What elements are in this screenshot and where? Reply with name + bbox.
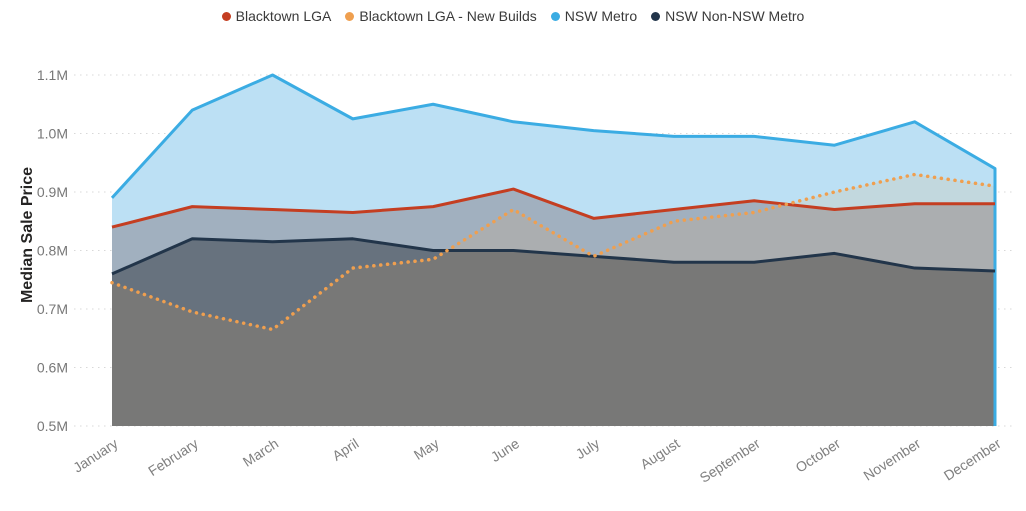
x-tick-label: September [697,435,763,486]
y-tick-label: 0.9M [37,184,68,200]
y-tick-label: 0.8M [37,243,68,259]
x-tick-label: January [70,435,120,476]
legend-swatch-nsw-metro [550,11,560,21]
y-axis-tick-labels: 0.5M 0.6M 0.7M 0.8M 0.9M 1.0M 1.1M [37,67,68,434]
legend-item-nsw-non-nsw-metro[interactable]: NSW Non-NSW Metro [651,8,804,24]
legend-swatch-blacktown-lga [221,11,231,21]
legend-swatch-blacktown-lga-new-builds [345,11,355,21]
legend-item-blacktown-lga[interactable]: Blacktown LGA [221,8,332,24]
y-tick-label: 1.0M [37,126,68,142]
legend-swatch-nsw-non-nsw-metro [651,11,661,21]
series-fills [112,75,995,426]
x-tick-label: March [240,435,281,470]
area-nsw-non-nsw-metro [112,238,995,426]
y-tick-label: 1.1M [37,67,68,83]
y-axis-title: Median Sale Price [19,167,36,303]
x-tick-label: July [573,435,603,462]
x-tick-label: October [793,435,844,476]
line-blacktown-lga-new-builds [110,172,997,332]
x-axis-tick-labels: January February March April May June July Augu… [70,435,1004,486]
legend-label: Blacktown LGA [235,8,332,24]
legend-item-nsw-metro[interactable]: NSW Metro [550,8,638,24]
x-tick-label: May [411,435,442,463]
legend-label: NSW Metro [564,8,638,24]
chart-legend: Blacktown LGA Blacktown LGA - New Builds N… [0,8,1026,24]
x-tick-label: November [860,435,923,484]
x-tick-label: February [145,435,201,479]
area-blacktown-lga-new-builds [112,174,995,426]
legend-label: NSW Non-NSW Metro [665,8,805,24]
legend-item-blacktown-lga-new-builds[interactable]: Blacktown LGA - New Builds [345,8,537,24]
legend-label: Blacktown LGA - New Builds [359,8,537,24]
line-nsw-non-nsw-metro [111,237,996,276]
x-tick-label: December [941,435,1004,484]
series-lines [110,73,997,426]
line-blacktown-lga [111,187,995,229]
x-tick-label: April [329,435,361,464]
x-tick-label: August [637,435,682,472]
y-tick-label: 0.6M [37,360,68,376]
line-nsw-metro [110,73,997,426]
y-tick-label: 0.5M [37,418,68,434]
y-tick-label: 0.7M [37,301,68,317]
x-tick-label: June [488,435,522,465]
